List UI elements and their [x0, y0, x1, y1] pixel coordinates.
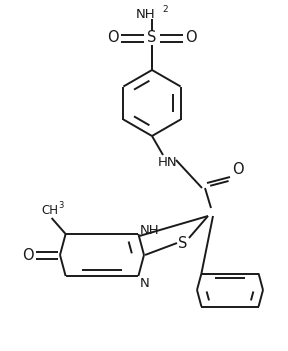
Text: NH: NH — [135, 7, 155, 20]
Text: S: S — [178, 236, 188, 251]
Text: NH: NH — [139, 225, 159, 238]
Text: S: S — [147, 31, 157, 46]
Text: O: O — [185, 31, 197, 46]
Text: 2: 2 — [162, 6, 168, 14]
Text: CH: CH — [41, 204, 58, 217]
Text: 3: 3 — [58, 201, 63, 211]
Text: HN: HN — [158, 157, 178, 170]
Text: O: O — [232, 163, 244, 178]
Text: O: O — [22, 247, 34, 263]
Text: N: N — [139, 277, 149, 290]
Text: O: O — [107, 31, 119, 46]
